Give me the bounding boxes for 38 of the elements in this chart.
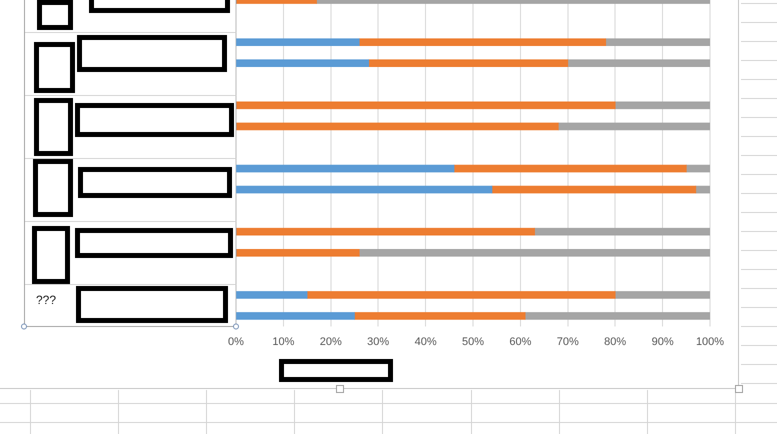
bar bbox=[614, 102, 710, 110]
bar bbox=[605, 38, 710, 46]
bar bbox=[236, 164, 454, 172]
x-tick-label: 90% bbox=[652, 336, 674, 348]
x-tick-label: 70% bbox=[556, 336, 580, 348]
bar bbox=[236, 59, 370, 68]
bar bbox=[454, 164, 687, 172]
x-tick-label: 100% bbox=[696, 336, 724, 348]
x-tick-label: 0% bbox=[228, 336, 244, 348]
x-tick-label: 30% bbox=[367, 336, 390, 348]
bar bbox=[686, 164, 710, 172]
bar bbox=[236, 312, 355, 320]
bar bbox=[236, 248, 360, 257]
bar bbox=[354, 312, 526, 320]
text: ??? bbox=[36, 293, 56, 307]
bar bbox=[614, 291, 710, 299]
x-tick-label: 50% bbox=[462, 336, 484, 348]
bar bbox=[534, 228, 710, 236]
bar bbox=[236, 38, 360, 46]
bar bbox=[236, 186, 492, 194]
bar bbox=[236, 228, 535, 236]
bar bbox=[368, 59, 568, 68]
x-tick-label: 10% bbox=[272, 336, 295, 348]
bar bbox=[492, 186, 696, 194]
bar bbox=[236, 122, 559, 130]
x-tick-label: 60% bbox=[509, 336, 532, 348]
x-tick-label: 80% bbox=[604, 336, 626, 348]
bar bbox=[306, 291, 616, 299]
x-tick-label: 40% bbox=[414, 336, 437, 348]
bar bbox=[236, 102, 616, 110]
bar bbox=[558, 122, 710, 130]
x-tick-label: 20% bbox=[320, 336, 342, 348]
bar bbox=[695, 186, 710, 194]
bar bbox=[358, 38, 606, 46]
bar bbox=[524, 312, 710, 320]
bar bbox=[236, 291, 308, 299]
bar bbox=[567, 59, 710, 68]
bar bbox=[358, 248, 710, 257]
